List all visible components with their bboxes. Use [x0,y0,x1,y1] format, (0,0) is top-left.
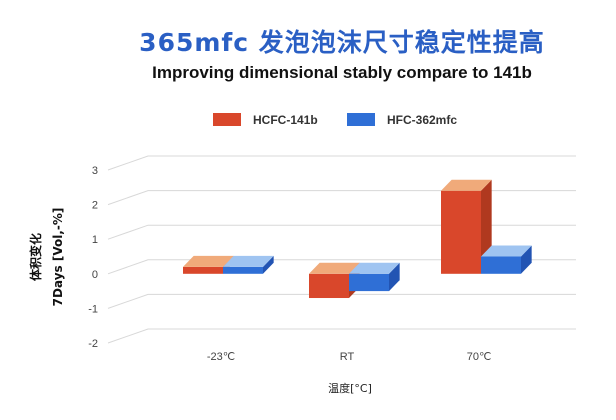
legend-label-hfc-362mfc: HFC-362mfc [387,113,457,127]
bar-front [223,266,263,274]
bar-front [309,273,349,299]
y-axis-label: 体积变化 7Days [Vol,-%] [28,208,65,307]
bar-front [481,256,521,274]
legend-label-hcfc-141b: HCFC-141b [253,113,318,127]
bar-hfc-362mfc-2 [481,245,532,274]
y-axis-ticks: 3 2 1 0 -1 -2 [88,165,98,350]
chart-title-cn: 365mfc 发泡泡沫尺寸稳定性提高 [139,28,545,57]
y-tick-label: 1 [92,234,98,246]
gridline [107,259,576,275]
bar-side [389,262,400,292]
bar-top [223,255,274,267]
bar-top [309,262,360,274]
bar-hfc-362mfc-1 [349,262,400,292]
bar-top [349,262,400,274]
legend-swatch-hfc-362mfc [347,113,375,126]
gridlines [107,155,576,344]
y-axis-label-en: 7Days [Vol,-%] [51,208,65,307]
y-axis-label-cn: 体积变化 [28,233,43,281]
x-axis-categories: -23℃ RT 70℃ [207,351,491,363]
bar-hfc-362mfc-0 [223,255,274,274]
bar-front [441,190,481,274]
bar-front [349,273,389,292]
y-tick-label: 0 [92,269,98,281]
y-tick-label: -1 [88,303,98,315]
bar-hcfc-141b-2 [441,179,492,274]
gridline [107,190,576,206]
bar-top [481,245,532,257]
x-category-label: RT [340,351,355,363]
x-category-label: 70℃ [467,351,492,363]
bar-side [521,245,532,274]
bar-top [441,179,492,191]
gridline [107,328,576,344]
bars [183,179,532,299]
legend: HCFC-141b HFC-362mfc [213,113,457,127]
x-axis-label: 温度[°C] [328,381,372,395]
legend-swatch-hcfc-141b [213,113,241,126]
gridline [107,224,576,240]
bar-top [183,255,234,267]
gridline [107,155,576,171]
y-tick-label: 2 [92,200,98,212]
bar-side [263,255,274,274]
gridline [107,293,576,309]
y-tick-label: 3 [92,165,98,177]
chart-title-en: Improving dimensional stably compare to … [152,63,532,82]
bar-front [183,266,223,274]
x-category-label: -23℃ [207,351,235,363]
y-tick-label: -2 [88,338,98,350]
